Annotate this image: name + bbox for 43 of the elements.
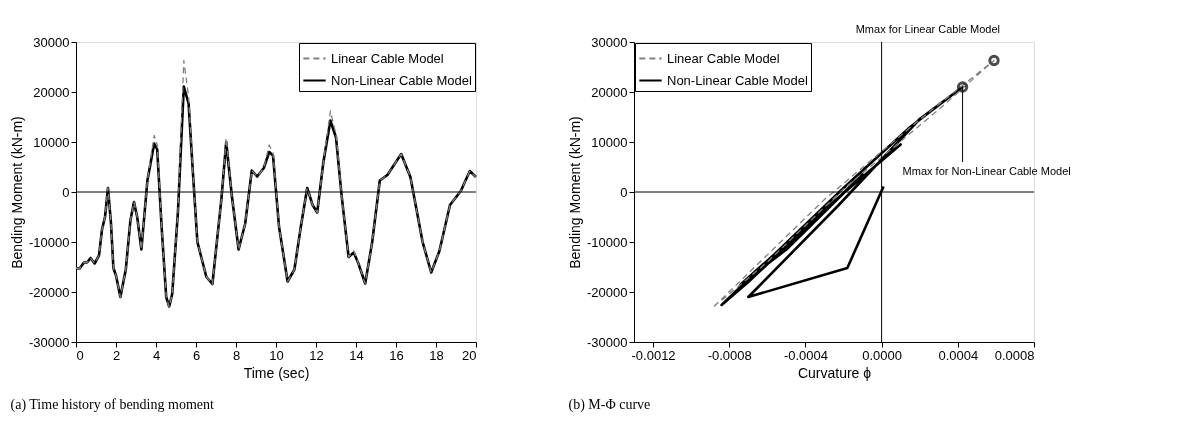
x-tick-label: 6	[192, 347, 201, 363]
legend-label: Linear Cable Model	[667, 50, 780, 66]
y-tick-label: 20000	[33, 84, 70, 100]
legend-label: Non-Linear Cable Model	[331, 72, 473, 88]
y-tick-label: 10000	[33, 134, 70, 150]
x-tick-label: 14	[349, 347, 364, 363]
x-tick-label: 12	[309, 347, 324, 363]
x-axis-title: Curvature ϕ	[797, 364, 872, 381]
x-tick-label: -0.0008	[707, 347, 752, 363]
y-tick-label: 30000	[591, 34, 628, 50]
x-tick-label: 0.0008	[994, 347, 1035, 363]
text: (b) M-Φ curve	[568, 397, 651, 413]
x-tick-label: 0.0000	[862, 347, 902, 363]
y-axis-title: Bending Moment (kN-m)	[9, 116, 26, 269]
x-tick-label: 16	[389, 347, 404, 363]
x-tick-label: 0.0004	[938, 347, 979, 363]
y-tick-label: 0	[620, 184, 628, 200]
y-tick-label: -20000	[29, 284, 70, 300]
y-axis-title: Bending Moment (kN-m)	[567, 116, 584, 269]
y-tick-label: 30000	[33, 34, 70, 50]
y-tick-label: -10000	[29, 234, 70, 250]
x-axis-title: Time (sec)	[243, 364, 310, 381]
x-tick-label: 18	[429, 347, 444, 363]
y-tick-label: 0	[62, 184, 70, 200]
annotation: Mmax for Linear Cable Model	[855, 22, 1000, 35]
x-tick-label: 10	[269, 347, 284, 363]
x-tick-label: -0.0004	[783, 347, 828, 363]
x-tick-label: 0	[76, 347, 84, 363]
legend-label: Non-Linear Cable Model	[667, 72, 809, 88]
x-tick-label: 20	[462, 347, 477, 363]
y-tick-label: -10000	[587, 234, 628, 250]
y-tick-label: -30000	[29, 334, 70, 350]
x-tick-label: -0.0012	[631, 347, 676, 363]
y-tick-label: -30000	[587, 334, 628, 350]
x-tick-label: 4	[152, 347, 161, 363]
y-tick-label: -20000	[587, 284, 628, 300]
y-tick-label: 10000	[591, 134, 628, 150]
annotation: Mmax for Non-Linear Cable Model	[902, 165, 1071, 177]
x-tick-label: 8	[232, 347, 241, 363]
text: (a) Time history of bending moment	[10, 397, 215, 413]
x-tick-label: 2	[112, 347, 121, 363]
y-tick-label: 20000	[591, 84, 628, 100]
legend-label: Linear Cable Model	[331, 50, 444, 66]
